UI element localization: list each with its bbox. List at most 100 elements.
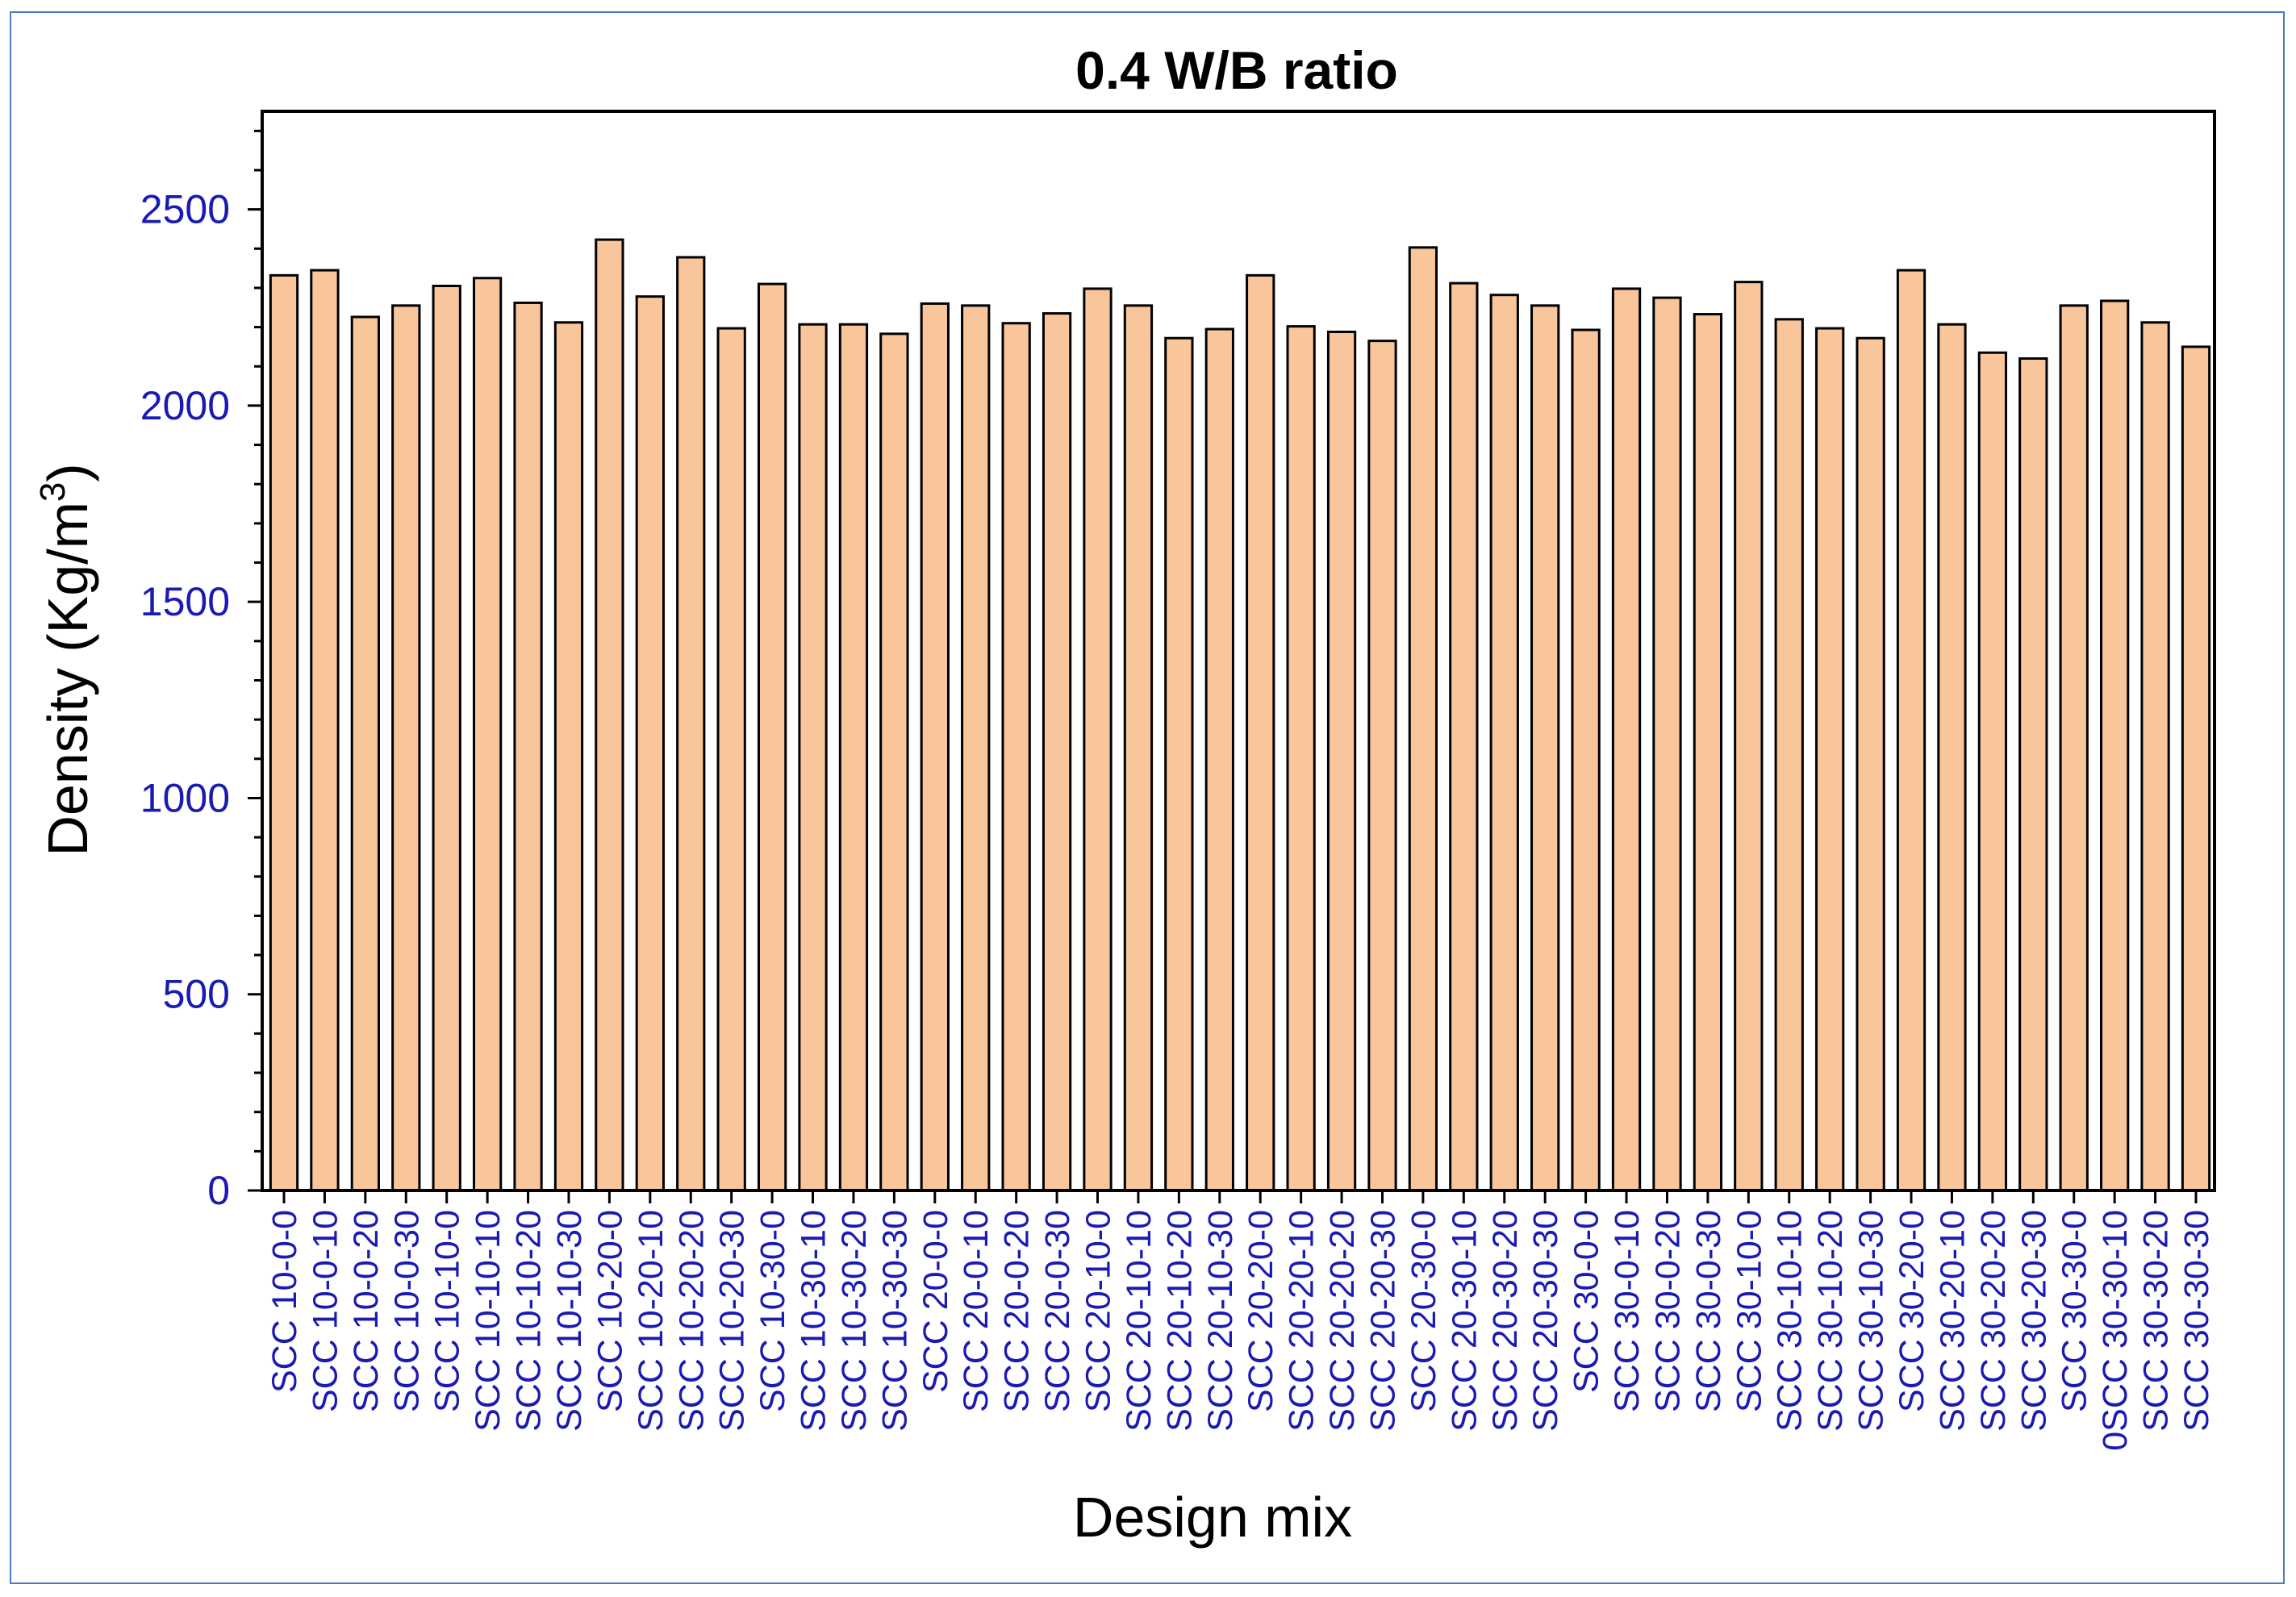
- bar: [1042, 312, 1072, 1192]
- x-tick-label: SCC 20-20-0: [1242, 1210, 1280, 1412]
- bar: [879, 332, 909, 1192]
- x-tick-label: SCC 30-0-0: [1568, 1210, 1606, 1393]
- x-tick-label: SCC 20-10-10: [1120, 1210, 1158, 1432]
- y-tick-label: 1000: [140, 775, 230, 820]
- x-tick-label: SCC 20-0-0: [916, 1210, 955, 1393]
- bar: [1083, 287, 1113, 1192]
- bar: [1937, 323, 1967, 1192]
- x-tick-label: SCC 10-0-10: [306, 1210, 344, 1412]
- x-tick-label: SCC 10-20-0: [591, 1210, 629, 1412]
- bar: [2059, 304, 2089, 1192]
- bar: [1652, 296, 1682, 1192]
- x-tick-label: SCC 10-20-10: [632, 1210, 670, 1432]
- bar: [1001, 322, 1031, 1192]
- bar: [2140, 321, 2170, 1192]
- y-axis-label: Density (Kg/m3): [33, 463, 99, 856]
- bar: [920, 302, 950, 1192]
- plot-area-frame: [261, 110, 2216, 1192]
- bar: [1693, 313, 1723, 1192]
- x-tick-label: SCC 20-0-20: [998, 1210, 1037, 1412]
- x-tick-label: SCC 10-30-10: [795, 1210, 833, 1432]
- bar: [1408, 246, 1438, 1192]
- bar: [798, 323, 828, 1192]
- x-tick-label: SCC 30-10-20: [1811, 1210, 1850, 1432]
- bar: [553, 321, 584, 1192]
- bar: [391, 304, 421, 1192]
- bar: [595, 238, 624, 1192]
- bar: [472, 277, 503, 1192]
- bar: [432, 285, 461, 1192]
- x-tick-label: SCC 20-30-20: [1486, 1210, 1525, 1432]
- bar: [269, 273, 299, 1192]
- bar: [1489, 294, 1519, 1192]
- bar: [1815, 327, 1845, 1192]
- bar: [1571, 328, 1601, 1192]
- bar: [513, 301, 543, 1192]
- x-tick-label: SCC 30-10-30: [1852, 1210, 1891, 1432]
- bar: [635, 295, 665, 1192]
- x-tick-label: SCC 20-20-10: [1283, 1210, 1321, 1432]
- x-tick-label: SCC 10-20-30: [713, 1210, 752, 1432]
- bar: [1977, 351, 2008, 1192]
- x-tick-label: SCC 10-10-30: [550, 1210, 589, 1432]
- bar: [1123, 304, 1154, 1192]
- x-tick-label: SCC 30-0-30: [1689, 1210, 1728, 1412]
- y-tick-label: 2000: [140, 383, 230, 428]
- bar: [961, 304, 991, 1192]
- bar: [1449, 281, 1479, 1192]
- bar: [2100, 299, 2130, 1192]
- bar: [350, 315, 380, 1192]
- x-tick-label: SCC 20-10-30: [1201, 1210, 1240, 1432]
- x-tick-label: SCC 10-10-20: [510, 1210, 549, 1432]
- bar: [716, 327, 746, 1192]
- x-tick-label: SCC 20-30-0: [1405, 1210, 1443, 1412]
- figure-frame: [10, 11, 2285, 1584]
- y-tick-label: 0: [207, 1168, 230, 1213]
- bar: [2018, 357, 2048, 1192]
- x-tick-label: SCC 30-30-30: [2177, 1210, 2216, 1432]
- y-tick-label: 2500: [140, 187, 230, 232]
- x-tick-label: SCC 30-0-20: [1648, 1210, 1687, 1412]
- y-axis-label-close: ): [36, 463, 99, 482]
- x-tick-label: SCC 30-30-20: [2137, 1210, 2176, 1432]
- x-tick-label: SCC 30-20-0: [1893, 1210, 1931, 1412]
- bar: [310, 269, 340, 1192]
- bar: [1856, 336, 1885, 1192]
- x-tick-label: SCC 20-0-30: [1038, 1210, 1077, 1412]
- x-tick-label: SCC 10-10-0: [428, 1210, 467, 1412]
- x-tick-label: SCC 30-10-0: [1730, 1210, 1768, 1412]
- bar: [1774, 318, 1804, 1192]
- x-tick-label: SCC 10-30-20: [835, 1210, 874, 1432]
- bar: [1611, 287, 1642, 1192]
- bar: [1734, 281, 1764, 1192]
- y-tick-label: 500: [163, 972, 230, 1017]
- x-tick-label: SCC 20-30-10: [1445, 1210, 1484, 1432]
- x-tick-label: SCC 10-0-20: [347, 1210, 386, 1412]
- bar: [1530, 304, 1560, 1192]
- bar: [1246, 273, 1275, 1192]
- bar: [838, 323, 869, 1192]
- y-tick-label: 1500: [140, 579, 230, 624]
- chart-title: 0.4 W/B ratio: [1075, 40, 1398, 100]
- bar: [676, 256, 706, 1192]
- bar: [1326, 330, 1357, 1192]
- x-tick-label: SCC 10-20-20: [672, 1210, 711, 1432]
- x-tick-label: SCC 20-0-10: [957, 1210, 996, 1412]
- x-tick-label: SCC 20-10-0: [1079, 1210, 1118, 1412]
- bar: [1164, 336, 1194, 1192]
- bar: [1367, 340, 1397, 1192]
- x-tick-label: SCC 30-10-10: [1771, 1210, 1810, 1432]
- bar: [757, 282, 787, 1192]
- bar: [1286, 325, 1316, 1192]
- x-tick-label: SCC 30-20-20: [1974, 1210, 2013, 1432]
- x-tick-label: SCC 10-10-10: [469, 1210, 507, 1432]
- bar: [1204, 327, 1234, 1192]
- x-tick-label: SCC 20-30-30: [1526, 1210, 1565, 1432]
- x-tick-label: SCC 30-30-0: [2056, 1210, 2094, 1412]
- x-axis: SCC 10-0-0 SCC 10-0-10 SCC 10-0-20 SCC 10-0…: [265, 1190, 2216, 1451]
- x-tick-label: SCC 10-0-30: [387, 1210, 426, 1412]
- bar: [2181, 345, 2211, 1192]
- x-tick-label: SCC 10-0-0: [265, 1210, 304, 1393]
- y-axis-label-main: Density (Kg/m: [36, 502, 99, 857]
